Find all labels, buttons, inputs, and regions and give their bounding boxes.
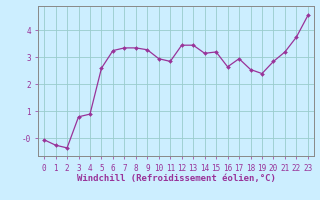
X-axis label: Windchill (Refroidissement éolien,°C): Windchill (Refroidissement éolien,°C) <box>76 174 276 183</box>
